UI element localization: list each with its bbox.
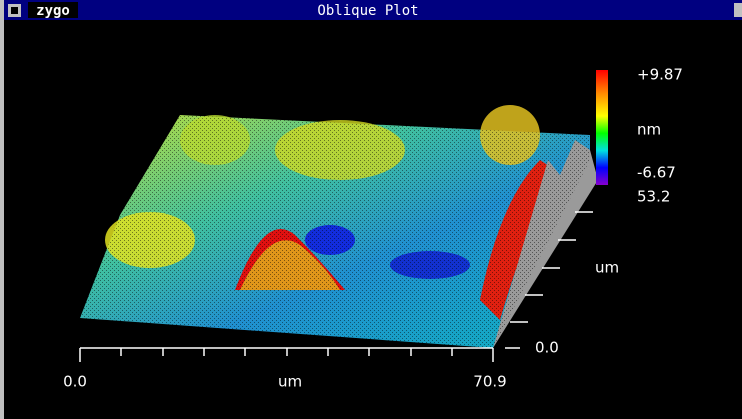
color-bar bbox=[596, 70, 608, 185]
page: zygo Oblique Plot +9.87 nm -6.67 53.2 um… bbox=[0, 0, 742, 419]
close-icon bbox=[11, 7, 18, 14]
y-axis-max: 53.2 bbox=[637, 188, 670, 206]
x-axis-max: 70.9 bbox=[473, 373, 506, 391]
x-axis-unit: um bbox=[278, 373, 302, 391]
y-axis-unit: um bbox=[595, 259, 619, 277]
y-axis-min: 0.0 bbox=[535, 339, 559, 357]
maximize-button[interactable] bbox=[734, 3, 742, 17]
window: zygo Oblique Plot +9.87 nm -6.67 53.2 um… bbox=[0, 0, 742, 419]
colorbar-min: -6.67 bbox=[637, 164, 676, 182]
window-border bbox=[0, 0, 4, 419]
window-title: Oblique Plot bbox=[317, 3, 418, 19]
colorbar-unit: nm bbox=[637, 121, 661, 139]
x-axis-min: 0.0 bbox=[63, 373, 87, 391]
logo: zygo bbox=[36, 3, 70, 19]
colorbar-max: +9.87 bbox=[637, 66, 683, 84]
